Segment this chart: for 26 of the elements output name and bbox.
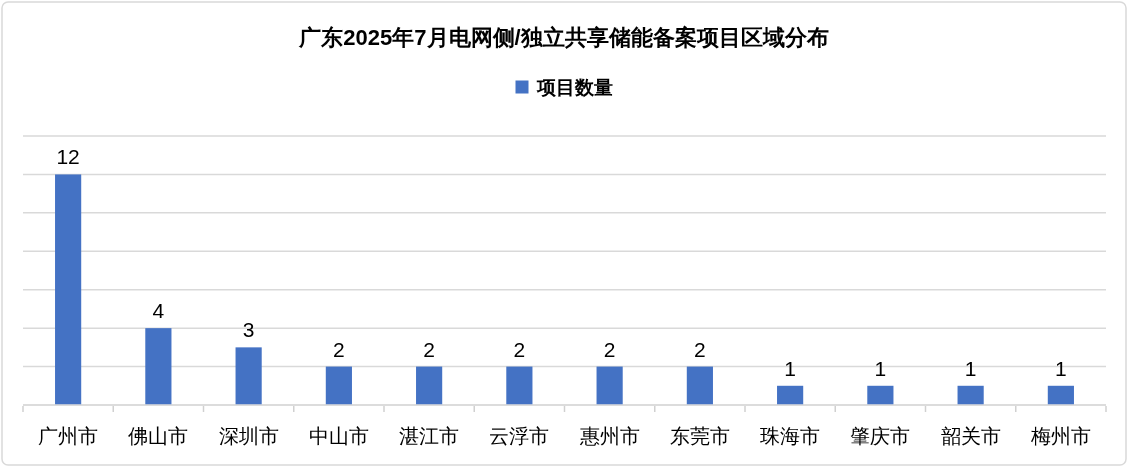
legend-label: 项目数量 <box>536 77 613 98</box>
data-label: 2 <box>513 337 526 361</box>
title: 广东2025年7月电网侧/独立共享储能备案项目区域分布 <box>299 25 829 50</box>
data-label: 4 <box>152 299 165 323</box>
data-label: 1 <box>964 356 977 380</box>
data-label: 1 <box>784 356 796 380</box>
data-label: 2 <box>333 337 345 361</box>
data-label: 2 <box>423 337 435 361</box>
x-tick-label: 湛江市 <box>399 425 460 447</box>
x-tick-label: 东莞市 <box>669 425 730 447</box>
x-tick-label: 中山市 <box>308 425 369 447</box>
data-label: 3 <box>242 318 255 342</box>
x-tick-label: 广州市 <box>38 425 99 447</box>
data-label: 12 <box>56 145 80 169</box>
data-label: 2 <box>694 337 706 361</box>
x-tick-label: 佛山市 <box>128 425 189 447</box>
x-tick-label: 惠州市 <box>579 425 640 447</box>
x-tick-label: 云浮市 <box>489 425 550 447</box>
x-tick-label: 韶关市 <box>940 425 1001 447</box>
data-label: 1 <box>1055 356 1067 380</box>
x-tick-label: 肇庆市 <box>850 425 911 447</box>
data-label: 1 <box>874 356 887 380</box>
x-tick-label: 梅州市 <box>1030 425 1091 447</box>
x-tick-label: 深圳市 <box>218 425 279 447</box>
data-label: 2 <box>603 337 616 361</box>
x-tick-label: 珠海市 <box>760 425 821 447</box>
